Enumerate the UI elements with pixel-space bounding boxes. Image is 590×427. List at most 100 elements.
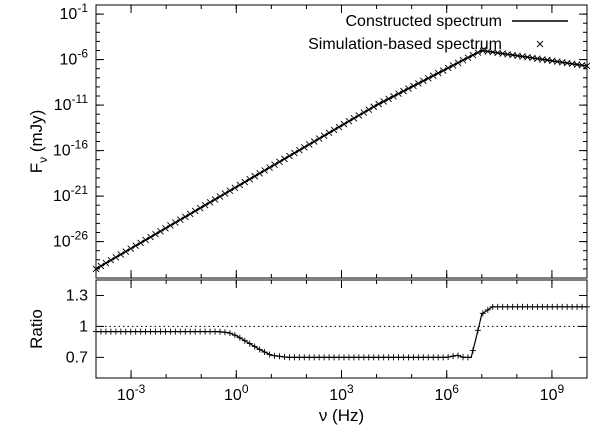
simulation-point — [172, 219, 179, 226]
simulation-point — [152, 230, 159, 238]
simulation-point — [355, 112, 363, 119]
simulation-point — [310, 138, 318, 145]
ratio-point — [256, 346, 263, 353]
legend-label-simulation: Simulation-based spectrum — [308, 36, 502, 53]
ratio-point — [450, 353, 457, 360]
ratio-panel: 1.3 1 0.7 10-3 100 103 106 109 Ratio ν (Hz) — [27, 279, 590, 425]
simulation-point — [281, 155, 288, 163]
simulation-point — [211, 196, 219, 203]
ratio-point — [241, 337, 248, 344]
frequency-axis-label: ν (Hz) — [319, 406, 364, 425]
simulation-point — [434, 69, 442, 77]
simulation-point — [186, 210, 194, 218]
y-tick-label: 10-26 — [53, 229, 88, 251]
flux-panel: 10-1 10-6 10-11 10-16 10-21 10-26 Fν (mJy) — [27, 1, 590, 279]
simulation-point — [122, 248, 130, 255]
ratio-y-tick-label: 1.3 — [66, 287, 88, 304]
ratio-point — [231, 332, 238, 339]
simulation-point — [320, 132, 328, 140]
simulation-point — [444, 64, 452, 72]
ratio-y-tick-label: 1 — [79, 318, 88, 335]
simulation-point — [305, 141, 313, 148]
simulation-point — [107, 256, 115, 264]
x-tick-label: 109 — [540, 382, 565, 404]
simulation-point — [231, 184, 239, 192]
simulation-point — [420, 77, 427, 85]
x-tick-label: 10-3 — [117, 382, 146, 404]
ratio-point — [216, 328, 223, 335]
ratio-point — [469, 347, 476, 354]
x-tick-label: 106 — [434, 382, 459, 404]
legend-label-constructed: Constructed spectrum — [345, 13, 502, 30]
simulation-point — [236, 181, 244, 189]
x-tick-label: 100 — [224, 382, 249, 404]
simulation-point — [201, 201, 209, 209]
ratio-point — [266, 351, 273, 358]
simulation-point — [266, 164, 273, 171]
simulation-point — [191, 207, 199, 215]
simulation-point — [330, 126, 338, 134]
ratio-point — [584, 303, 590, 310]
simulation-point — [162, 225, 169, 232]
flux-axis-label: Fν (mJy) — [27, 110, 50, 174]
legend: Constructed spectrum Simulation-based spe… — [308, 13, 568, 53]
simulation-point — [206, 198, 214, 206]
ratio-point — [455, 352, 462, 359]
constructed-spectrum-line — [95, 49, 588, 270]
y-tick-label: 10-6 — [60, 47, 89, 69]
simulation-point — [439, 67, 447, 74]
simulation-point — [181, 213, 189, 221]
simulation-point — [286, 152, 293, 160]
ratio-point — [479, 310, 486, 317]
simulation-point — [380, 98, 387, 105]
simulation-point — [167, 222, 174, 229]
simulation-point — [142, 236, 149, 244]
ratio-point — [276, 353, 283, 360]
simulation-point — [300, 143, 308, 151]
y-tick-label: 10-16 — [53, 138, 88, 160]
simulation-point — [112, 253, 120, 261]
simulation-point — [315, 135, 323, 142]
ratio-point — [221, 329, 228, 336]
simulation-point — [583, 62, 590, 70]
ratio-point — [236, 334, 243, 341]
simulation-point — [449, 62, 457, 69]
ratio-plot-frame — [95, 279, 588, 379]
simulation-point — [117, 251, 125, 258]
simulation-point — [216, 193, 224, 200]
ratio-point — [226, 330, 233, 337]
simulation-point — [127, 245, 135, 252]
simulation-point — [410, 82, 417, 90]
simulation-point — [415, 80, 422, 87]
ratio-point — [474, 327, 481, 334]
x-tick-label: 103 — [329, 382, 354, 404]
ratio-point — [251, 343, 258, 350]
simulation-point — [256, 170, 263, 177]
simulation-point — [251, 172, 259, 180]
simulation-point — [385, 95, 392, 103]
simulation-point — [405, 85, 412, 92]
simulation-point — [365, 106, 373, 113]
simulation-point — [464, 54, 472, 61]
simulation-point — [340, 120, 348, 128]
ratio-point — [464, 354, 471, 361]
simulation-point — [137, 239, 144, 247]
simulation-point — [350, 115, 358, 122]
simulation-point — [102, 259, 110, 267]
ratio-line — [96, 306, 587, 358]
simulation-point — [375, 100, 383, 108]
simulation-point — [360, 109, 368, 116]
simulation-point — [390, 92, 397, 100]
simulation-point — [454, 59, 462, 67]
simulation-point — [196, 204, 204, 212]
simulation-point — [97, 262, 105, 270]
simulation-point — [271, 161, 278, 168]
simulation-point — [469, 51, 477, 59]
ratio-point — [246, 340, 253, 347]
simulation-point — [400, 87, 407, 95]
ratio-y-tick-label: 0.7 — [66, 349, 88, 366]
simulation-point — [325, 129, 333, 137]
legend-marker-sample — [536, 40, 544, 48]
simulation-point — [147, 233, 154, 241]
